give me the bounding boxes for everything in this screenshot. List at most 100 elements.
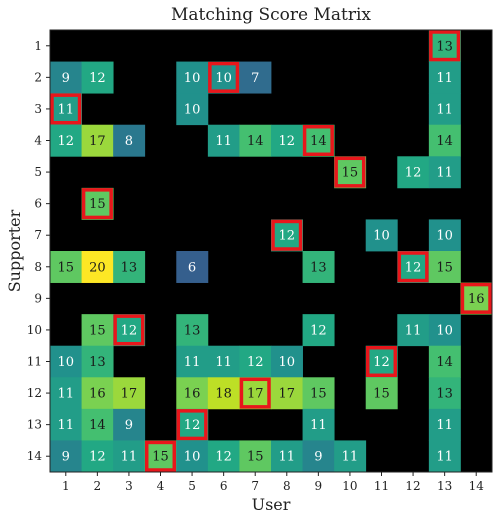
cell-value-label: 6	[188, 260, 196, 275]
cell-value-label: 11	[215, 355, 232, 370]
highlight-box	[81, 188, 113, 220]
cell-value-label: 13	[184, 323, 201, 338]
x-axis-ticks: 1 2 3 4 5 6 7 8 9 10 11 12 13 14	[62, 472, 484, 493]
heatmap-cell	[144, 440, 177, 473]
highlight-box	[334, 156, 366, 188]
cell-value-label: 17	[121, 387, 138, 402]
heatmap-cell	[176, 93, 209, 126]
cell-value-label: 15	[89, 323, 106, 338]
x-tick-label: 13	[437, 479, 452, 493]
heatmap-cell-labels: 13 9 12 10 10 7 11 11 10 11 12 17 8 11 14 12 14 14 15 12 11 1…	[58, 39, 485, 464]
heatmap-cell	[428, 219, 461, 252]
cell-value-label: 12	[279, 229, 296, 244]
heatmap-cell	[302, 440, 335, 473]
heatmap-cell	[176, 251, 209, 283]
cell-value-label: 11	[310, 418, 327, 433]
cell-value-label: 15	[247, 450, 264, 465]
highlight-box	[271, 219, 303, 251]
heatmap-cell	[365, 345, 398, 378]
heatmap-cell	[365, 377, 398, 410]
heatmap-cell	[50, 124, 82, 157]
heatmap-cell	[428, 156, 461, 189]
heatmap-cells	[50, 30, 493, 473]
highlight-box	[302, 124, 334, 157]
cell-value-label: 11	[405, 323, 422, 338]
cell-value-label: 15	[342, 166, 359, 181]
heatmap-cell	[428, 61, 461, 94]
y-tick-label: 7	[34, 228, 42, 242]
heatmap-cell	[428, 377, 461, 410]
cell-value-label: 12	[58, 134, 75, 149]
heatmap-cell	[81, 345, 114, 378]
cell-value-label: 12	[405, 166, 422, 181]
cell-value-label: 10	[184, 71, 201, 86]
y-tick-label: 10	[27, 323, 42, 337]
cell-value-label: 14	[310, 134, 327, 149]
heatmap-cell	[239, 377, 272, 410]
highlight-box	[113, 314, 145, 346]
cell-value-label: 9	[314, 450, 322, 465]
heatmap-cell	[207, 440, 240, 473]
heatmap-cell	[207, 377, 240, 410]
heatmap-cell	[428, 124, 461, 157]
heatmap-cell	[81, 187, 114, 220]
x-tick-label: 11	[374, 479, 389, 493]
y-tick-label: 8	[34, 260, 42, 274]
heatmap-cell	[365, 219, 398, 252]
heatmap-cell	[81, 314, 114, 347]
cell-value-label: 11	[184, 355, 201, 370]
x-tick-label: 14	[469, 479, 485, 493]
heatmap-cell	[113, 124, 146, 157]
cell-value-label: 12	[373, 355, 390, 370]
cell-value-label: 14	[436, 355, 453, 370]
cell-value-label: 13	[121, 260, 138, 275]
heatmap-cell	[176, 345, 209, 378]
y-tick-label: 11	[27, 355, 42, 369]
heatmap-cell	[271, 219, 303, 252]
cell-value-label: 15	[58, 260, 75, 275]
chart-title: Matching Score Matrix	[171, 5, 371, 25]
heatmap-cell	[239, 61, 272, 94]
highlight-box	[365, 345, 398, 378]
y-tick-label: 2	[34, 70, 42, 84]
cell-value-label: 13	[89, 355, 106, 370]
heatmap-cell	[50, 345, 82, 378]
heatmap-cell	[271, 440, 303, 473]
heatmap-cell	[428, 30, 461, 62]
cell-value-label: 20	[89, 260, 106, 275]
cell-value-label: 15	[152, 450, 169, 465]
cell-value-label: 14	[89, 418, 106, 433]
y-tick-label: 9	[34, 291, 42, 305]
heatmap-cell	[81, 251, 114, 283]
heatmap-cell	[176, 408, 209, 441]
cell-value-label: 11	[58, 387, 75, 402]
cell-value-label: 16	[89, 387, 106, 402]
cell-value-label: 11	[436, 418, 453, 433]
heatmap-cell	[428, 440, 461, 473]
heatmap-cell	[176, 61, 209, 94]
heatmap-cell	[113, 314, 146, 347]
cell-value-label: 11	[342, 450, 359, 465]
cell-value-label: 11	[279, 450, 296, 465]
highlight-box	[50, 93, 82, 125]
heatmap-cell	[239, 345, 272, 378]
cell-value-label: 13	[310, 260, 327, 275]
cell-value-label: 10	[184, 102, 201, 117]
heatmap-cell	[113, 377, 146, 410]
cell-value-label: 7	[251, 71, 259, 86]
heatmap-cell	[334, 440, 367, 473]
heatmap-cell	[271, 124, 303, 157]
heatmap-cell	[397, 156, 430, 189]
cell-value-label: 10	[58, 355, 75, 370]
cell-value-label: 12	[121, 323, 138, 338]
cell-value-label: 16	[468, 292, 485, 307]
cell-value-label: 13	[436, 39, 453, 54]
cell-value-label: 15	[89, 197, 106, 212]
heatmap-cell	[239, 124, 272, 157]
heatmap-cell	[428, 408, 461, 441]
x-axis-label: User	[252, 495, 291, 514]
y-tick-label: 13	[27, 418, 42, 432]
heatmap-cell	[207, 345, 240, 378]
heatmap-cell	[460, 282, 493, 315]
